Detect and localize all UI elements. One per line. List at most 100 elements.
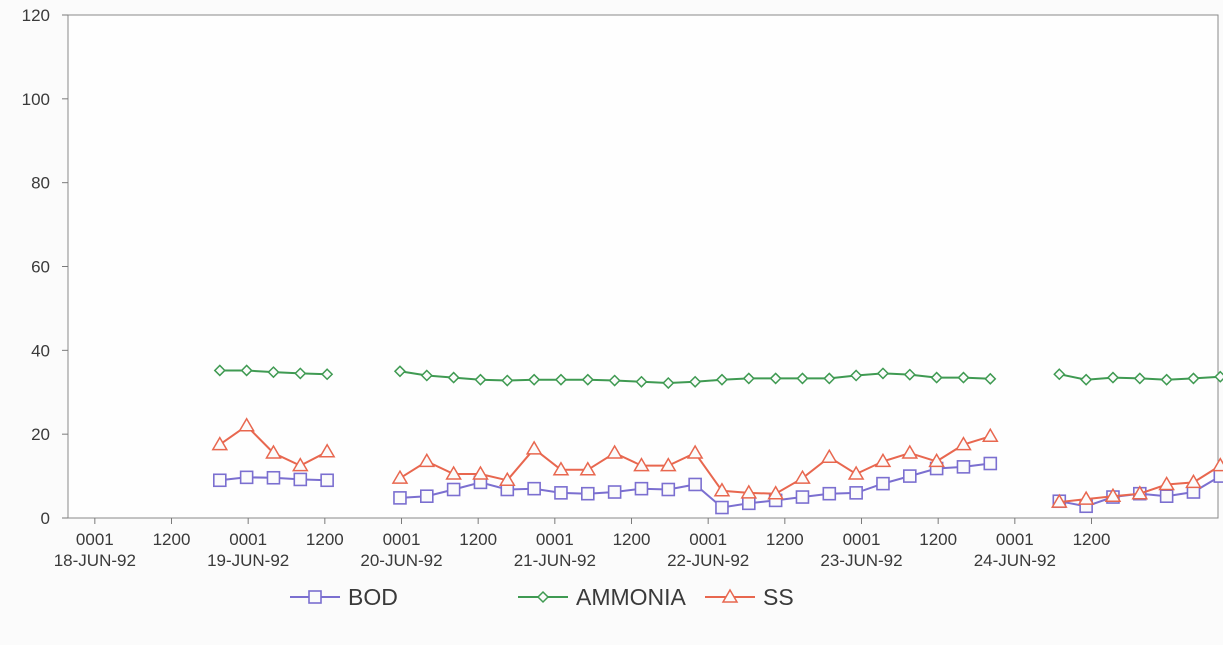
data-point-ss (265, 444, 282, 459)
data-point-ammonia (1053, 368, 1066, 381)
data-point-ammonia (393, 365, 407, 378)
legend-marker-ss (721, 588, 739, 603)
y-tick-label: 60 (31, 258, 50, 277)
data-point-ss (418, 452, 436, 468)
data-point-ss (525, 440, 543, 455)
data-point-ss (238, 417, 255, 432)
data-point-ss (552, 461, 570, 476)
data-point-bod (661, 482, 676, 497)
x-tick-time-label: 1200 (919, 530, 957, 549)
data-point-ss (318, 443, 336, 458)
data-point-ss (498, 471, 516, 487)
data-point-ss (445, 465, 462, 480)
data-point-ammonia (715, 373, 729, 386)
data-point-ss (1050, 493, 1068, 508)
data-point-ss (955, 436, 972, 451)
y-tick-label: 100 (22, 90, 50, 109)
x-tick-time-label: 0001 (229, 530, 267, 549)
data-point-ss (1131, 485, 1149, 500)
series-ss (211, 417, 1223, 508)
data-point-ammonia (294, 367, 307, 380)
data-point-ammonia (501, 374, 514, 387)
data-point-ss (606, 444, 623, 459)
data-point-ammonia (1080, 373, 1093, 386)
data-point-ss (820, 448, 838, 463)
data-point-ammonia (474, 373, 487, 386)
plot-area (67, 14, 1219, 519)
x-tick-time-label: 1200 (153, 530, 191, 549)
data-point-ammonia (321, 368, 334, 381)
x-tick-date-label: 21-JUN-92 (514, 551, 596, 570)
x-tick-date-label: 24-JUN-92 (974, 551, 1056, 570)
x-tick-time-label: 0001 (689, 530, 727, 549)
data-point-ammonia (850, 369, 863, 382)
data-point-ammonia (662, 376, 675, 390)
data-point-bod (607, 485, 622, 499)
data-point-bod (266, 470, 281, 485)
data-point-bod (554, 486, 568, 500)
y-tick-label: 120 (22, 6, 50, 25)
data-point-ammonia (1187, 372, 1200, 385)
data-point-ammonia (876, 367, 890, 380)
data-point-ammonia (635, 375, 648, 388)
data-point-ss (794, 469, 811, 484)
y-tick-label: 40 (31, 341, 50, 360)
data-point-ammonia (267, 366, 280, 379)
x-tick-time-label: 0001 (843, 530, 881, 549)
x-tick-time-label: 1200 (459, 530, 497, 549)
data-point-ss (713, 482, 731, 497)
legend-item-bod: BOD (290, 584, 398, 610)
data-point-bod (983, 456, 998, 471)
x-tick-date-label: 20-JUN-92 (360, 551, 442, 570)
data-point-bod (1159, 489, 1174, 504)
x-tick-time-label: 0001 (996, 530, 1034, 549)
data-point-ss (874, 452, 892, 468)
data-point-ammonia (608, 374, 621, 387)
x-tick-time-label: 0001 (76, 530, 114, 549)
axes: 0 20 40 60 80 100 120 0001 18-JUN-92 1200 0001 19-J… (22, 6, 1111, 570)
x-tick-time-label: 1200 (306, 530, 344, 549)
x-tick-date-label: 18-JUN-92 (54, 551, 136, 570)
data-point-ss (472, 465, 489, 480)
data-point-bod (634, 481, 649, 496)
data-point-ammonia (581, 373, 594, 386)
data-point-ss (740, 484, 758, 499)
legend-label-ammonia: AMMONIA (576, 584, 687, 610)
data-point-ss (211, 436, 229, 451)
data-point-bod (956, 460, 971, 474)
legend-item-ammonia: AMMONIA (518, 584, 687, 610)
data-point-ammonia (213, 364, 226, 377)
data-point-ss (391, 469, 409, 484)
data-point-bod (239, 470, 254, 485)
x-tick-time-label: 1200 (1073, 530, 1111, 549)
data-point-ammonia (689, 375, 702, 388)
data-point-bod (527, 481, 541, 496)
series-bod (213, 456, 1223, 515)
series-layer (211, 364, 1223, 515)
data-point-ss (291, 457, 309, 472)
legend-marker-ammonia (536, 590, 550, 604)
data-point-bod (741, 496, 756, 511)
data-point-ammonia (742, 372, 755, 385)
x-tick-time-label: 0001 (383, 530, 421, 549)
data-point-bod (293, 472, 308, 487)
data-point-ammonia (1160, 373, 1173, 386)
data-point-ammonia (957, 371, 970, 384)
data-point-ammonia (554, 373, 568, 386)
data-point-bod (1213, 469, 1223, 483)
data-point-ammonia (930, 371, 943, 384)
legend-item-ss: SS (705, 584, 794, 610)
legend-marker-bod (308, 590, 322, 604)
data-point-bod (393, 491, 407, 505)
data-point-ammonia (796, 372, 809, 385)
data-point-ss (981, 427, 999, 443)
data-point-bod (213, 473, 227, 488)
data-point-ss (901, 444, 919, 459)
data-point-ss (928, 452, 945, 468)
x-tick-date-label: 19-JUN-92 (207, 551, 289, 570)
data-point-bod (795, 490, 810, 504)
data-point-bod (688, 477, 702, 492)
data-point-ss (847, 465, 865, 480)
data-point-ss (633, 457, 650, 472)
